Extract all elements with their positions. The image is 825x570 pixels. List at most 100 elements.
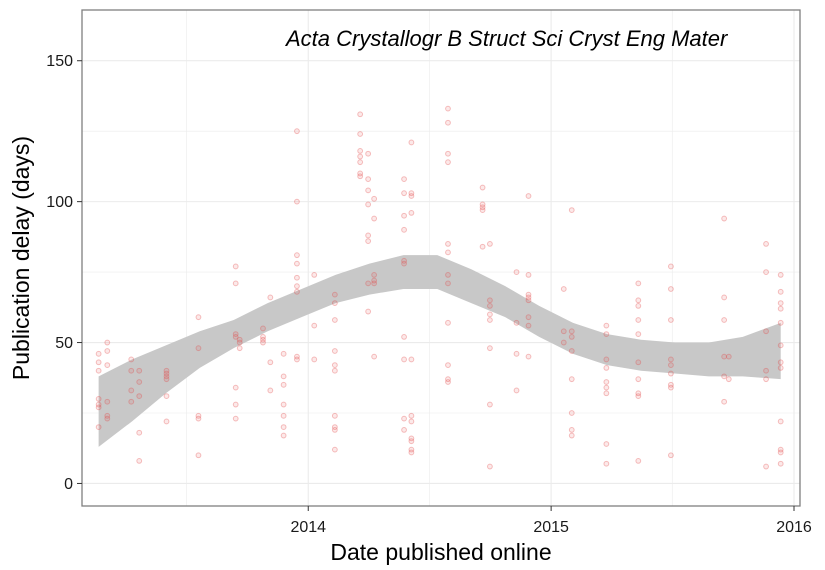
data-point [280,373,287,380]
data-point [280,350,287,357]
data-point [487,345,493,352]
data-point [371,215,378,222]
plot-title: Acta Crystallogr B Struct Sci Cryst Eng … [284,26,729,51]
data-point [163,418,170,425]
data-point [365,201,372,208]
data-point [260,339,266,346]
data-point [763,241,769,247]
data-point [721,373,728,380]
data-point [331,446,338,453]
data-point [560,286,567,292]
data-point [195,415,202,422]
data-point [294,252,300,259]
data-point [487,317,493,323]
data-point [280,401,287,408]
data-point [603,322,610,329]
data-point [635,458,642,464]
data-point [401,260,407,267]
data-point [128,367,135,374]
data-point [371,195,378,202]
data-point [487,297,493,304]
data-point [408,412,415,419]
data-point [136,458,143,464]
data-point [445,105,451,112]
data-point [371,272,378,278]
data-point [777,342,784,349]
data-point [401,427,407,433]
y-tick-label: 100 [46,194,73,211]
data-point [763,328,769,335]
data-point [357,153,364,160]
data-point [603,390,610,397]
data-point [294,198,300,205]
data-point [136,367,143,374]
data-point [635,359,642,366]
data-point [311,272,318,278]
data-point [408,356,415,363]
data-point [721,317,728,323]
data-point [725,376,732,383]
data-point [445,376,451,383]
data-point [487,311,493,318]
data-point [104,398,111,405]
data-point [568,427,575,433]
data-point [128,387,135,394]
data-point [487,303,493,309]
data-point [401,176,407,182]
data-point [104,415,111,422]
data-point [445,150,451,157]
data-point [635,297,642,304]
data-point [513,350,520,357]
confidence-band-layer [98,255,781,447]
data-point [603,384,610,391]
data-point [445,249,451,256]
x-axis-title: Date published online [330,539,551,565]
data-point [95,424,102,430]
data-point [331,367,338,374]
data-point [195,452,202,459]
data-point [603,331,610,337]
data-point [294,260,300,267]
data-point [163,373,170,380]
data-point [195,412,202,419]
data-point [357,170,364,177]
data-point [513,387,520,394]
data-point [487,463,493,470]
data-point [445,119,451,126]
data-point [232,384,239,391]
data-point [525,272,532,278]
data-point [777,305,784,312]
data-point [525,294,532,301]
data-point [603,460,610,467]
data-point [763,376,769,383]
data-point [635,331,642,337]
data-point [401,415,407,422]
data-point [568,207,575,213]
confidence-band [98,255,781,447]
data-point [479,204,486,211]
data-point [408,435,415,442]
data-point [513,269,520,275]
data-point [525,353,532,360]
data-point [331,348,338,354]
data-point [104,348,111,354]
data-point [479,243,486,250]
data-point [635,393,642,399]
data-point [280,424,287,430]
data-point [365,150,372,157]
data-point [408,438,415,445]
data-point [128,356,135,363]
data-point [777,418,784,425]
plot-panel-border [81,9,801,507]
data-point [95,359,102,366]
y-tick-label: 0 [64,476,73,493]
data-point [777,288,784,295]
data-point [260,336,266,343]
data-point [635,303,642,309]
data-point [331,427,338,433]
data-point [365,187,372,194]
y-tick-label: 50 [55,335,73,352]
y-tick-label: 150 [46,53,73,70]
data-point [232,331,239,337]
data-point [401,356,407,363]
